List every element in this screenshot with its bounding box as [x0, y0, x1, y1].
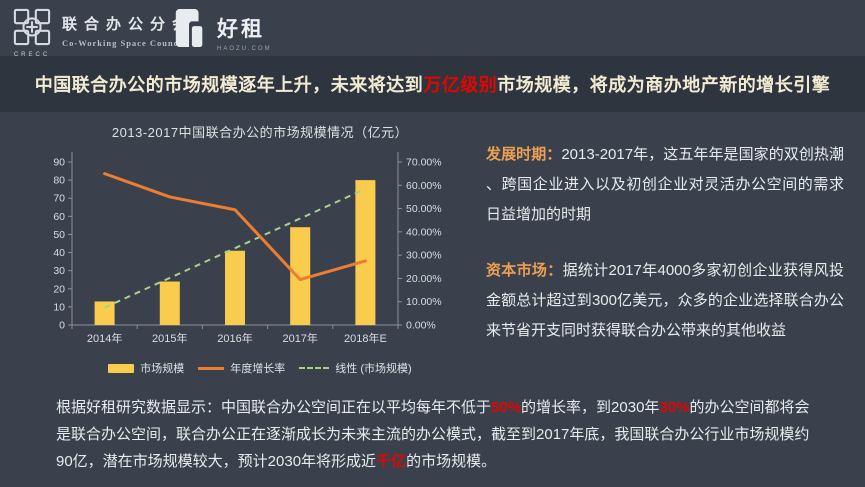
- x-axis-category-label: 2017年: [282, 331, 317, 345]
- summary-segment: 的增长率，到2030年: [521, 399, 660, 416]
- title-segment: 市场规模，将成为商办地产新的增长引擎: [497, 75, 831, 95]
- summary-segment: 根据好租研究数据显示：中国联合办公空间正在以平均每年不低于: [56, 399, 492, 416]
- growth-rate-line: [103, 172, 367, 282]
- summary-paragraph: 根据好租研究数据显示：中国联合办公空间正在以平均每年不低于50%的增长率，到20…: [56, 394, 812, 475]
- legend-item-trendline: 线性 (市场规模): [299, 360, 412, 376]
- chart-title: 2013-2017中国联合办公的市场规模情况（亿元）: [111, 125, 409, 140]
- title-segment: 中国联合办公的市场规模逐年上升，未来将达到: [34, 75, 424, 95]
- market-size-bar: [290, 227, 311, 325]
- x-axis-category-label: 2018年E: [344, 331, 387, 345]
- legend-label: 线性 (市场规模): [335, 363, 412, 375]
- insight-label: 资本市场：: [486, 262, 563, 279]
- crecc-squares-icon: [13, 8, 51, 46]
- haozu-name-cn: 好租: [217, 18, 265, 41]
- insight-development-period: 发展时期：2013-2017年，这五年年是国家的双创热潮 、跨国企业进入以及初创…: [486, 140, 844, 230]
- right-axis-tick-label: 30.00%: [406, 250, 442, 262]
- bar-swatch-icon: [108, 363, 135, 373]
- crecc-mark: CRECC: [12, 8, 52, 58]
- crecc-names: 联合办公分会 Co-Working Space Council: [62, 8, 194, 48]
- legend-label: 年度增长率: [230, 363, 286, 375]
- right-axis-tick-label: 20.00%: [406, 273, 442, 285]
- title-band: 中国联合办公的市场规模逐年上升，未来将达到万亿级别市场规模，将成为商办地产新的增…: [0, 56, 865, 112]
- insight-capital-market: 资本市场：据统计2017年4000多家初创企业获得风投金额总计超过到300亿美元…: [486, 256, 844, 346]
- page-title: 中国联合办公的市场规模逐年上升，未来将达到万亿级别市场规模，将成为商办地产新的增…: [35, 71, 831, 97]
- trendline: [104, 187, 366, 309]
- dashed-line-swatch-icon: [299, 367, 330, 369]
- crecc-name-cn: 联合办公分会: [62, 17, 195, 33]
- insight-text: 据统计2017年4000多家初创企业获得风投金额总计超过到300亿美元，众多的企…: [486, 262, 844, 339]
- crecc-caption: CRECC: [13, 52, 51, 58]
- line-swatch-icon: [198, 366, 225, 370]
- right-axis-tick-label: 10.00%: [406, 296, 442, 308]
- legend-item-growth-rate: 年度增长率: [198, 360, 285, 376]
- market-size-bar: [225, 250, 245, 325]
- summary-highlight: 千亿: [376, 453, 407, 470]
- x-axis-category-label: 2015年: [152, 331, 187, 345]
- summary-segment: 的办公空间都将会是联合办公空间，联合办公正在逐渐成长为未来主流的办公模式，截至到…: [56, 399, 810, 470]
- market-size-bar: [355, 180, 376, 325]
- header: CRECC 联合办公分会 Co-Working Space Council 好租…: [0, 0, 865, 58]
- x-axis-category-label: 2016年: [217, 331, 252, 345]
- left-axis-tick-label: 40: [53, 247, 65, 259]
- chart-panel: 2013-2017中国联合办公的市场规模情况（亿元） 0 10 20 30 40 50 60…: [45, 118, 475, 388]
- right-axis-tick-label: 70.00%: [406, 157, 442, 169]
- chart-legend: 市场规模 年度增长率 线性 (市场规模): [45, 360, 475, 376]
- left-axis-tick-label: 20: [53, 283, 65, 295]
- haozu-building-icon: [175, 9, 203, 47]
- right-axis-tick-label: 50.00%: [406, 203, 442, 215]
- title-highlight: 万亿级别: [423, 75, 498, 95]
- left-axis-tick-label: 10: [53, 301, 65, 313]
- haozu-name-en: HAOZU.COM: [217, 46, 272, 52]
- left-axis-tick-label: 70: [53, 193, 65, 205]
- left-axis-tick-label: 0: [59, 320, 65, 332]
- right-axis-tick-label: 40.00%: [406, 226, 442, 238]
- right-axis-tick-label: 0.00%: [406, 320, 436, 332]
- left-axis-tick-label: 50: [53, 229, 65, 241]
- market-size-chart: 0 10 20 30 40 50 60 70 80 90 0.00% 10.00% 20.00% 30.0…: [53, 152, 442, 345]
- legend-item-market-size: 市场规模: [108, 360, 184, 376]
- summary-highlight: 50%: [491, 399, 522, 416]
- left-axis-tick-label: 80: [53, 175, 65, 187]
- left-axis-tick-label: 90: [53, 157, 65, 169]
- x-axis-category-label: 2014年: [87, 331, 122, 345]
- left-axis-tick-label: 60: [53, 211, 65, 223]
- insights-panel: 发展时期：2013-2017年，这五年年是国家的双创热潮 、跨国企业进入以及初创…: [486, 140, 844, 372]
- crecc-name-en: Co-Working Space Council: [62, 38, 186, 48]
- left-axis-tick-label: 30: [53, 265, 65, 277]
- summary-segment: 的市场规模。: [406, 453, 497, 470]
- right-axis-tick-label: 60.00%: [406, 180, 442, 192]
- haozu-logo: 好租 HAOZU.COM: [172, 7, 272, 52]
- summary-highlight: 30%: [659, 399, 690, 416]
- haozu-names: 好租 HAOZU.COM: [217, 7, 272, 52]
- insight-text: 2013-2017年，这五年年是国家的双创热潮 、跨国企业进入以及初创企业对灵活…: [486, 146, 844, 223]
- market-size-bar: [94, 301, 115, 325]
- legend-label: 市场规模: [140, 363, 185, 375]
- crecc-logo: CRECC 联合办公分会 Co-Working Space Council: [12, 8, 194, 58]
- insight-label: 发展时期：: [486, 146, 562, 163]
- market-size-bar: [159, 281, 180, 325]
